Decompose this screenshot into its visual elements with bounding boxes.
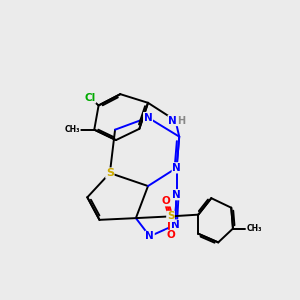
Text: H: H [177,116,185,125]
Text: CH₃: CH₃ [247,224,262,233]
Text: S: S [106,168,114,178]
Text: N: N [144,112,152,123]
Text: Cl: Cl [84,93,96,103]
Text: N: N [168,116,177,125]
Text: S: S [167,212,174,221]
Text: N: N [172,163,181,173]
Text: CH₃: CH₃ [65,125,80,134]
Text: N: N [146,231,154,241]
Text: O: O [166,230,175,241]
Text: O: O [162,196,171,206]
Text: N: N [172,190,181,200]
Text: N: N [170,220,179,230]
